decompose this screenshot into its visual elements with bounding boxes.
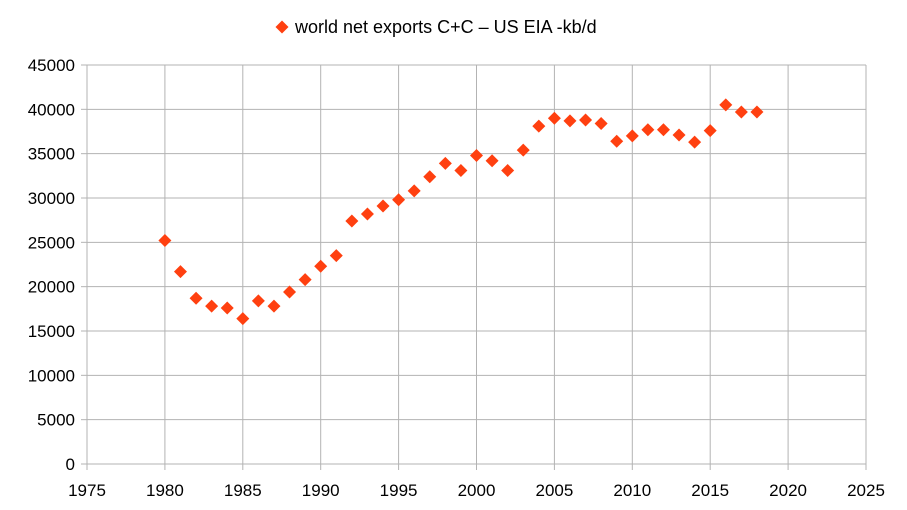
y-tick-label: 30000 [28,189,75,208]
y-tick-label: 5000 [37,411,75,430]
data-point [579,113,593,127]
data-point [407,184,421,198]
legend-marker-diamond [275,20,289,34]
data-point [532,119,546,133]
legend-label: world net exports C+C – US EIA -kb/d [294,17,597,37]
data-point [688,135,702,149]
data-point [329,249,343,263]
x-tick-label: 1980 [146,481,184,500]
data-points [158,98,764,326]
x-tick-label: 1985 [224,481,262,500]
data-point [750,105,764,119]
data-point [703,124,717,138]
x-tick-label: 2015 [691,481,729,500]
data-point [485,154,499,168]
data-point [672,128,686,142]
y-tick-label: 35000 [28,145,75,164]
x-tick-label: 1975 [68,481,106,500]
x-tick-label: 2025 [847,481,885,500]
data-point [625,129,639,143]
data-point [283,285,297,299]
data-point [173,265,187,279]
data-point [220,301,234,315]
data-point [719,98,733,112]
data-point [267,299,281,313]
data-point [392,193,406,207]
x-tick-label: 2010 [613,481,651,500]
x-tick-label: 2000 [458,481,496,500]
data-point [251,294,265,308]
y-tick-label: 40000 [28,100,75,119]
x-tick-label: 1990 [302,481,340,500]
data-point [205,299,219,313]
data-point [360,207,374,221]
legend: world net exports C+C – US EIA -kb/d [275,17,597,37]
data-point [610,134,624,148]
data-point [734,105,748,119]
grid-lines [81,64,867,470]
x-tick-label: 1995 [380,481,418,500]
data-point [454,164,468,178]
data-point [516,143,530,157]
x-tick-label: 2020 [769,481,807,500]
y-tick-label: 0 [66,455,75,474]
data-point [314,259,328,273]
data-point [345,214,359,228]
data-point [470,148,483,162]
x-tick-label: 2005 [535,481,573,500]
data-point [594,117,608,131]
data-point [438,156,452,170]
y-tick-label: 10000 [28,366,75,385]
data-point [547,111,561,125]
data-point [376,199,390,213]
data-point [236,312,250,326]
y-tick-label: 25000 [28,233,75,252]
x-axis-tick-labels: 1975 1980 1985 1990 1995 2000 2005 2010 2015 2020… [68,481,885,500]
y-tick-label: 45000 [28,56,75,75]
data-point [641,123,655,137]
data-point [158,234,172,248]
data-point [656,123,670,137]
data-point [298,273,312,287]
data-point [189,291,203,305]
data-point [423,170,437,184]
y-tick-label: 20000 [28,278,75,297]
data-point [563,114,577,128]
y-axis-tick-labels: 0 5000 10000 15000 20000 25000 30000 35000 40000… [28,56,75,474]
y-tick-label: 15000 [28,322,75,341]
data-point [501,164,515,178]
